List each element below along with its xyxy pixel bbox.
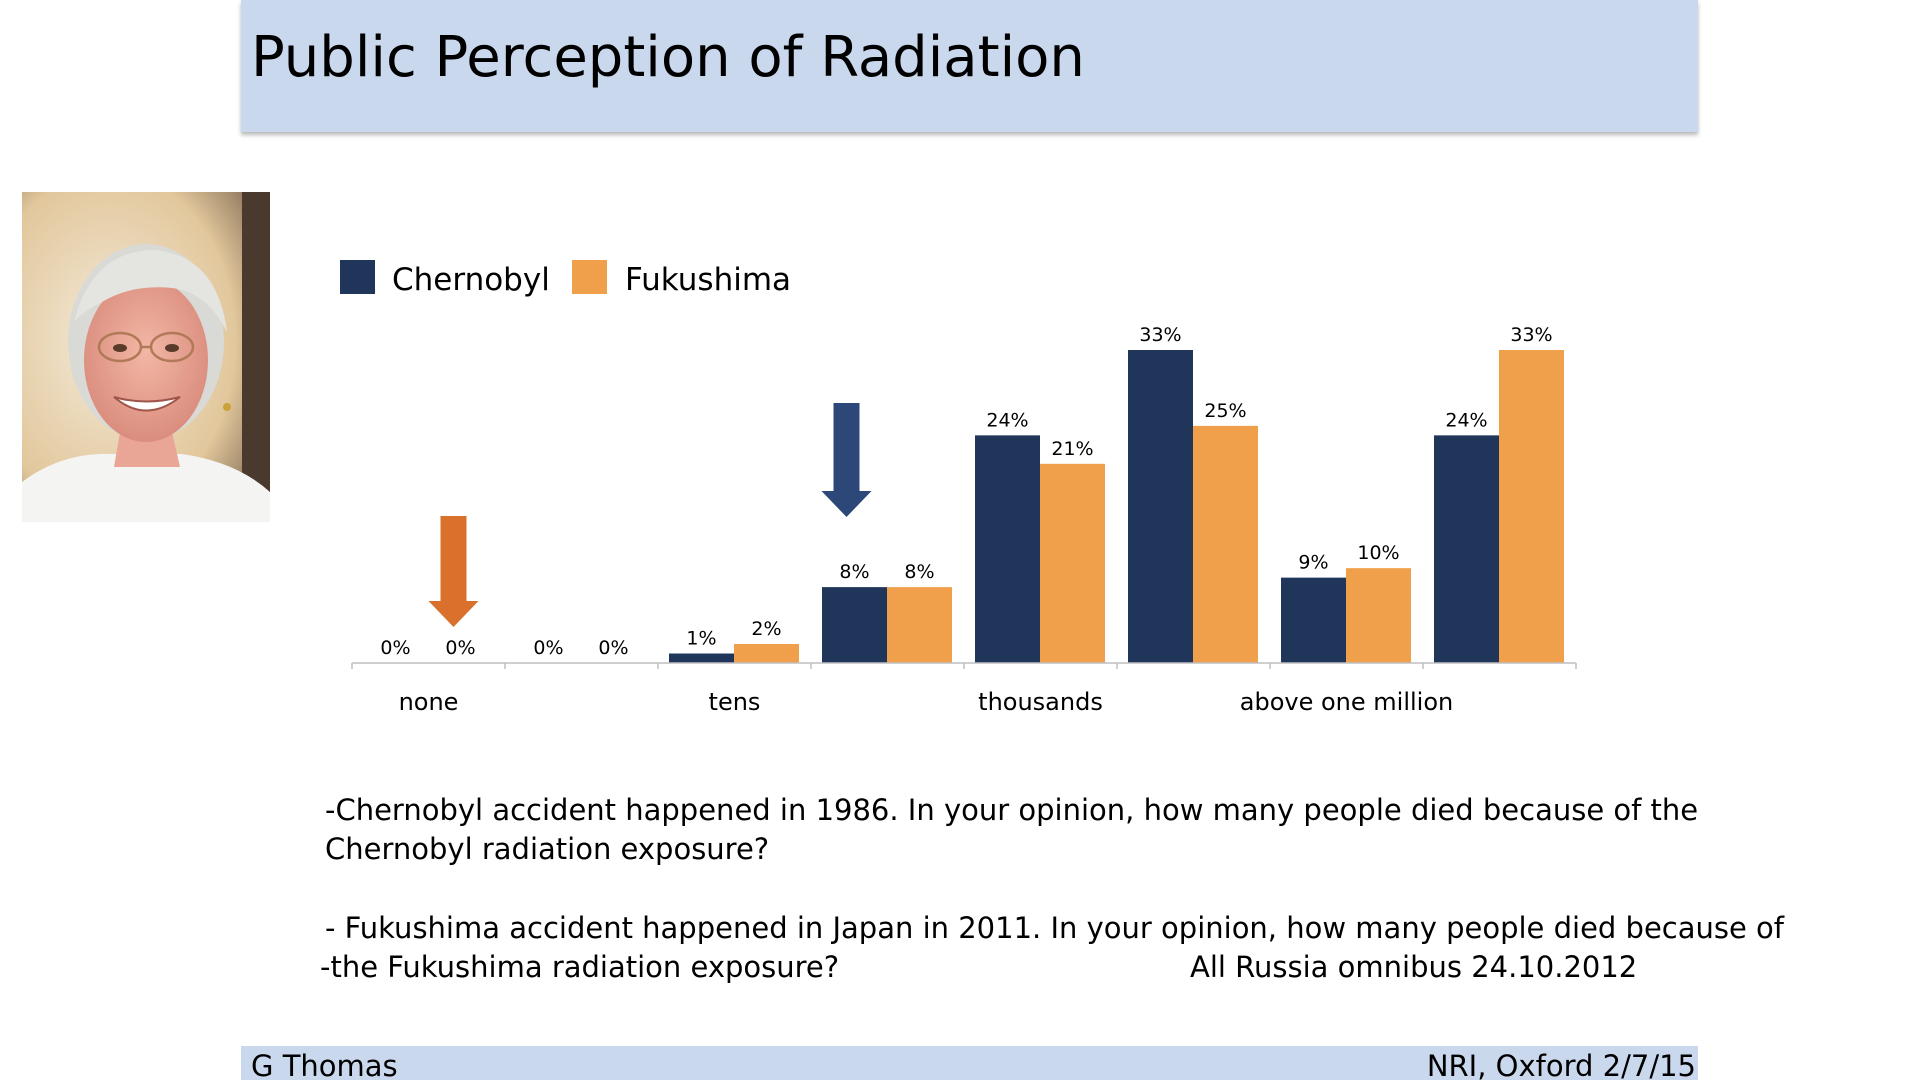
page-title: Public Perception of Radiation xyxy=(251,25,1085,90)
chart-category-labels: none tens thousands above one million xyxy=(399,688,1454,716)
data-label-chernobyl-5: 24% xyxy=(986,409,1028,431)
note-chernobyl-line1: -Chernobyl accident happened in 1986. In… xyxy=(325,793,1699,827)
bar-fukushima-7 xyxy=(1346,568,1411,663)
data-label-chernobyl-4: 8% xyxy=(839,561,869,583)
arrow-blue-icon xyxy=(821,403,872,517)
bar-fukushima-6 xyxy=(1193,425,1258,663)
data-label-chernobyl-6: 33% xyxy=(1139,324,1181,346)
bar-chernobyl-5 xyxy=(975,435,1040,663)
bar-chart: Chernobyl Fukushima 0% 0% 0% 0% 1% 2% 8% 8% 24% 2… xyxy=(340,260,1577,716)
data-label-fukushima-8: 33% xyxy=(1510,324,1552,346)
bar-chernobyl-7 xyxy=(1281,577,1346,663)
category-label-1: none xyxy=(399,688,459,716)
data-label-chernobyl-7: 9% xyxy=(1298,552,1328,574)
data-label-fukushima-1: 0% xyxy=(445,637,475,659)
note-fukushima-line1: - Fukushima accident happened in Japan i… xyxy=(325,911,1785,945)
data-label-chernobyl-3: 1% xyxy=(686,628,716,650)
portrait-photo xyxy=(22,192,270,522)
bar-chernobyl-8 xyxy=(1434,435,1499,663)
data-label-chernobyl-2: 0% xyxy=(533,637,563,659)
legend-label-chernobyl: Chernobyl xyxy=(392,262,550,298)
chart-x-axis xyxy=(351,662,1577,669)
chart-arrows xyxy=(428,403,872,627)
data-label-fukushima-3: 2% xyxy=(751,618,781,640)
legend-label-fukushima: Fukushima xyxy=(625,262,791,298)
chart-legend: Chernobyl Fukushima xyxy=(340,260,791,298)
data-label-fukushima-5: 21% xyxy=(1051,438,1093,460)
category-label-7: above one million xyxy=(1240,688,1453,716)
footer-band: G Thomas NRI, Oxford 2/7/15 xyxy=(241,1046,1698,1083)
category-label-3: tens xyxy=(709,688,761,716)
data-label-chernobyl-8: 24% xyxy=(1445,409,1487,431)
data-label-fukushima-2: 0% xyxy=(598,637,628,659)
bar-fukushima-4 xyxy=(887,587,952,663)
title-band: Public Perception of Radiation xyxy=(241,0,1698,132)
source-note: All Russia omnibus 24.10.2012 xyxy=(1190,950,1638,984)
note-fukushima-line2: -the Fukushima radiation exposure? xyxy=(320,950,840,984)
bar-fukushima-8 xyxy=(1499,350,1564,663)
data-label-chernobyl-1: 0% xyxy=(380,637,410,659)
bar-chernobyl-4 xyxy=(822,587,887,663)
bar-fukushima-5 xyxy=(1040,463,1105,663)
arrow-orange-icon xyxy=(428,516,479,627)
footer-venue-date: NRI, Oxford 2/7/15 xyxy=(1426,1049,1696,1083)
data-label-fukushima-7: 10% xyxy=(1357,542,1399,564)
bar-chernobyl-6 xyxy=(1128,350,1193,663)
data-label-fukushima-6: 25% xyxy=(1204,400,1246,422)
chart-value-labels: 0% 0% 0% 0% 1% 2% 8% 8% 24% 21% 33% 25% 9% 10% 24% 33% xyxy=(380,324,1552,659)
legend-swatch-fukushima xyxy=(572,260,607,294)
chart-bars xyxy=(669,350,1564,663)
bar-chernobyl-3 xyxy=(669,653,734,663)
legend-swatch-chernobyl xyxy=(340,260,375,294)
bar-fukushima-3 xyxy=(734,644,799,663)
category-label-5: thousands xyxy=(978,688,1103,716)
footer-author: G Thomas xyxy=(251,1049,398,1083)
note-chernobyl-line2: Chernobyl radiation exposure? xyxy=(325,832,770,866)
data-label-fukushima-4: 8% xyxy=(904,561,934,583)
